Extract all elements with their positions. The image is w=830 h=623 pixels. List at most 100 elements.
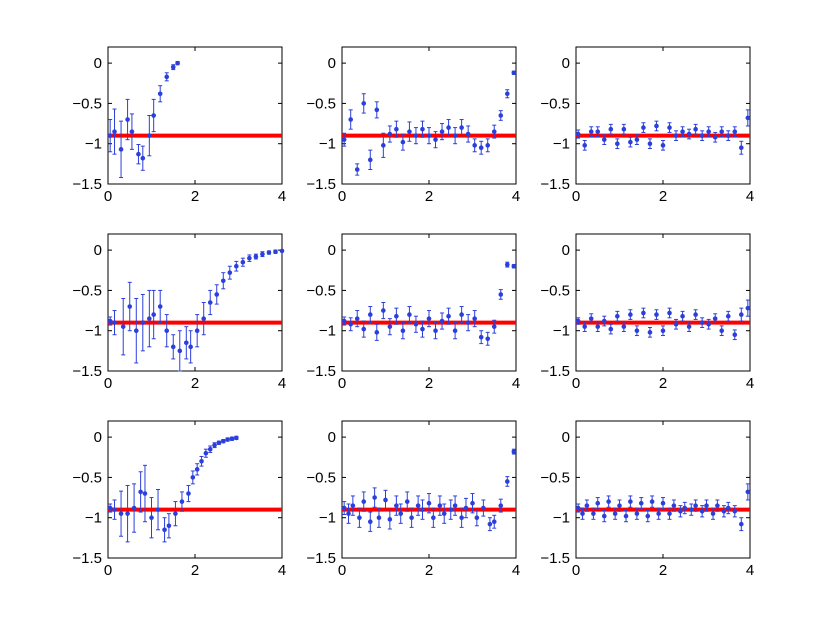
- data-point: [647, 330, 653, 335]
- data-point: [216, 440, 222, 446]
- data-point: [186, 491, 191, 496]
- data-point: [682, 505, 688, 511]
- data-point: [678, 508, 683, 514]
- data-point: [575, 131, 581, 137]
- data-point: [383, 497, 388, 503]
- data-point: [699, 320, 705, 325]
- data-point: [712, 316, 718, 321]
- data-point: [177, 348, 183, 354]
- data-point: [348, 117, 354, 122]
- data-point: [452, 503, 458, 508]
- data-point: [667, 511, 672, 516]
- x-tick-label: 0: [572, 375, 580, 392]
- data-point: [654, 123, 659, 129]
- data-point: [157, 91, 163, 97]
- data-point: [125, 511, 130, 516]
- data-point: [398, 511, 404, 516]
- data-point: [452, 133, 458, 138]
- x-tick-label: 0: [572, 188, 580, 205]
- data-point: [580, 511, 585, 516]
- y-tick-label: 0: [94, 55, 102, 72]
- data-point: [129, 129, 135, 134]
- data-point: [688, 507, 694, 512]
- x-tick-label: 4: [746, 562, 754, 579]
- y-tick-label: −0.5: [72, 95, 102, 112]
- subplot-r2c3: 0 2 4 −1.5 −1 −0.5 0: [540, 233, 754, 392]
- data-point: [638, 500, 644, 506]
- x-tick-label: 2: [659, 562, 667, 579]
- data-point: [407, 129, 412, 134]
- data-point: [712, 134, 718, 140]
- subplot-r2c2: 0 2 4 −1.5 −1 −0.5 0: [306, 233, 520, 392]
- data-point: [279, 248, 285, 254]
- data-point: [136, 151, 141, 157]
- data-point: [112, 320, 117, 325]
- subplot-r1c1: 0 2 4 −1.5 −1 −0.5 0: [72, 46, 286, 205]
- data-point: [175, 60, 180, 66]
- data-point: [394, 313, 399, 319]
- data-point: [394, 126, 399, 132]
- data-point: [725, 505, 731, 511]
- data-point: [472, 316, 477, 321]
- data-point: [420, 126, 425, 132]
- y-tick-label: −1: [319, 510, 336, 527]
- data-point: [381, 308, 386, 313]
- data-point: [341, 137, 347, 142]
- data-point: [739, 145, 744, 151]
- data-point: [673, 133, 679, 138]
- data-point: [155, 507, 161, 512]
- data-point: [164, 74, 170, 80]
- data-point: [247, 255, 252, 261]
- data-point: [478, 334, 484, 340]
- axes-frame: [341, 46, 517, 185]
- data-point: [745, 489, 751, 495]
- data-point: [615, 141, 620, 147]
- x-tick-label: 4: [512, 375, 520, 392]
- data-point: [273, 249, 278, 255]
- data-point: [107, 505, 113, 511]
- data-point: [608, 126, 614, 132]
- data-point: [511, 70, 517, 76]
- data-point: [131, 505, 137, 511]
- data-point: [433, 328, 438, 334]
- data-point: [361, 326, 367, 332]
- x-tick-label: 0: [104, 188, 112, 205]
- data-point: [357, 515, 362, 521]
- data-point: [253, 254, 259, 259]
- axes-frame: [107, 46, 283, 185]
- data-point: [505, 262, 510, 267]
- data-point: [732, 129, 738, 134]
- data-point: [229, 436, 235, 442]
- data-point: [426, 316, 432, 321]
- data-point: [107, 133, 113, 138]
- y-tick-label: −0.5: [540, 282, 570, 299]
- data-point: [348, 321, 354, 327]
- y-tick-label: −1: [85, 323, 102, 340]
- data-point: [225, 437, 230, 442]
- data-point: [194, 467, 200, 472]
- data-point: [472, 143, 477, 148]
- data-point: [188, 344, 193, 350]
- data-point: [387, 324, 393, 329]
- y-tick-label: −1: [85, 136, 102, 153]
- data-point: [498, 113, 504, 118]
- data-point: [199, 458, 204, 464]
- x-tick-label: 2: [659, 188, 667, 205]
- data-point: [584, 503, 590, 508]
- data-point: [634, 511, 640, 516]
- data-point: [686, 324, 692, 329]
- data-point: [118, 147, 124, 152]
- y-tick-label: 0: [328, 242, 336, 259]
- data-point: [721, 508, 727, 514]
- data-point: [426, 133, 432, 138]
- y-tick-label: 0: [94, 429, 102, 446]
- data-point: [207, 446, 213, 452]
- data-point: [505, 91, 510, 97]
- data-point: [381, 143, 386, 148]
- x-tick-label: 2: [191, 562, 199, 579]
- data-point: [511, 449, 517, 454]
- data-point: [164, 328, 170, 334]
- data-point: [671, 503, 677, 508]
- data-point: [591, 511, 596, 516]
